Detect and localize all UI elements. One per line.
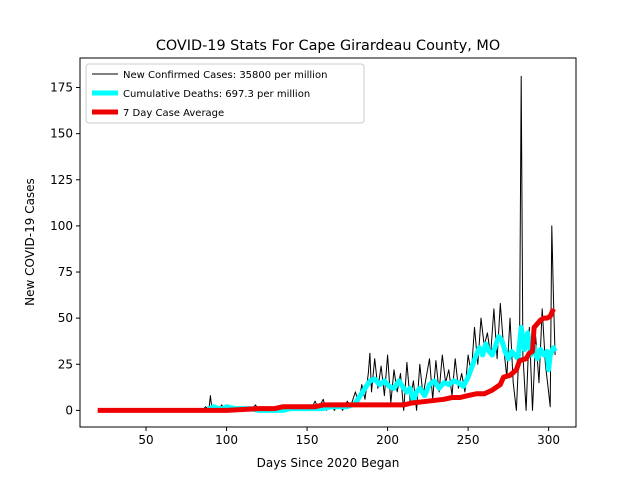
- x-tick-label: 200: [376, 433, 399, 447]
- plot-frame: [79, 57, 577, 428]
- x-tick-label: 300: [537, 433, 560, 447]
- y-tick-label: 175: [50, 81, 73, 95]
- legend-label-deaths: Cumulative Deaths: 697.3 per million: [123, 89, 310, 100]
- x-tick-label: 100: [215, 433, 238, 447]
- y-tick-label: 100: [50, 219, 73, 233]
- y-tick-label: 50: [58, 311, 73, 325]
- legend: New Confirmed Cases: 35800 per million C…: [85, 63, 365, 124]
- y-tick-label: 125: [50, 173, 73, 187]
- x-axis-label: Days Since 2020 Began: [257, 456, 400, 470]
- x-tick-label: 250: [457, 433, 480, 447]
- series-line-average: [97, 307, 556, 413]
- legend-label-cases: New Confirmed Cases: 35800 per million: [123, 70, 327, 81]
- x-tick-label: 150: [296, 433, 319, 447]
- series-layer: [97, 75, 558, 413]
- chart-title: COVID-19 Stats For Cape Girardeau County…: [156, 38, 500, 54]
- legend-label-average: 7 Day Case Average: [123, 108, 224, 119]
- y-tick-label: 25: [58, 357, 73, 371]
- x-tick-label: 50: [138, 433, 153, 447]
- x-axis: 50 100 150 200 250 300: [138, 427, 560, 447]
- y-axis-label: New COVID-19 Cases: [23, 178, 37, 306]
- y-tick-label: 0: [65, 403, 73, 417]
- legend-frame: [85, 63, 365, 124]
- y-axis: 0 25 50 75 100 125 150 175: [50, 81, 80, 417]
- y-tick-label: 75: [58, 265, 73, 279]
- y-tick-label: 150: [50, 127, 73, 141]
